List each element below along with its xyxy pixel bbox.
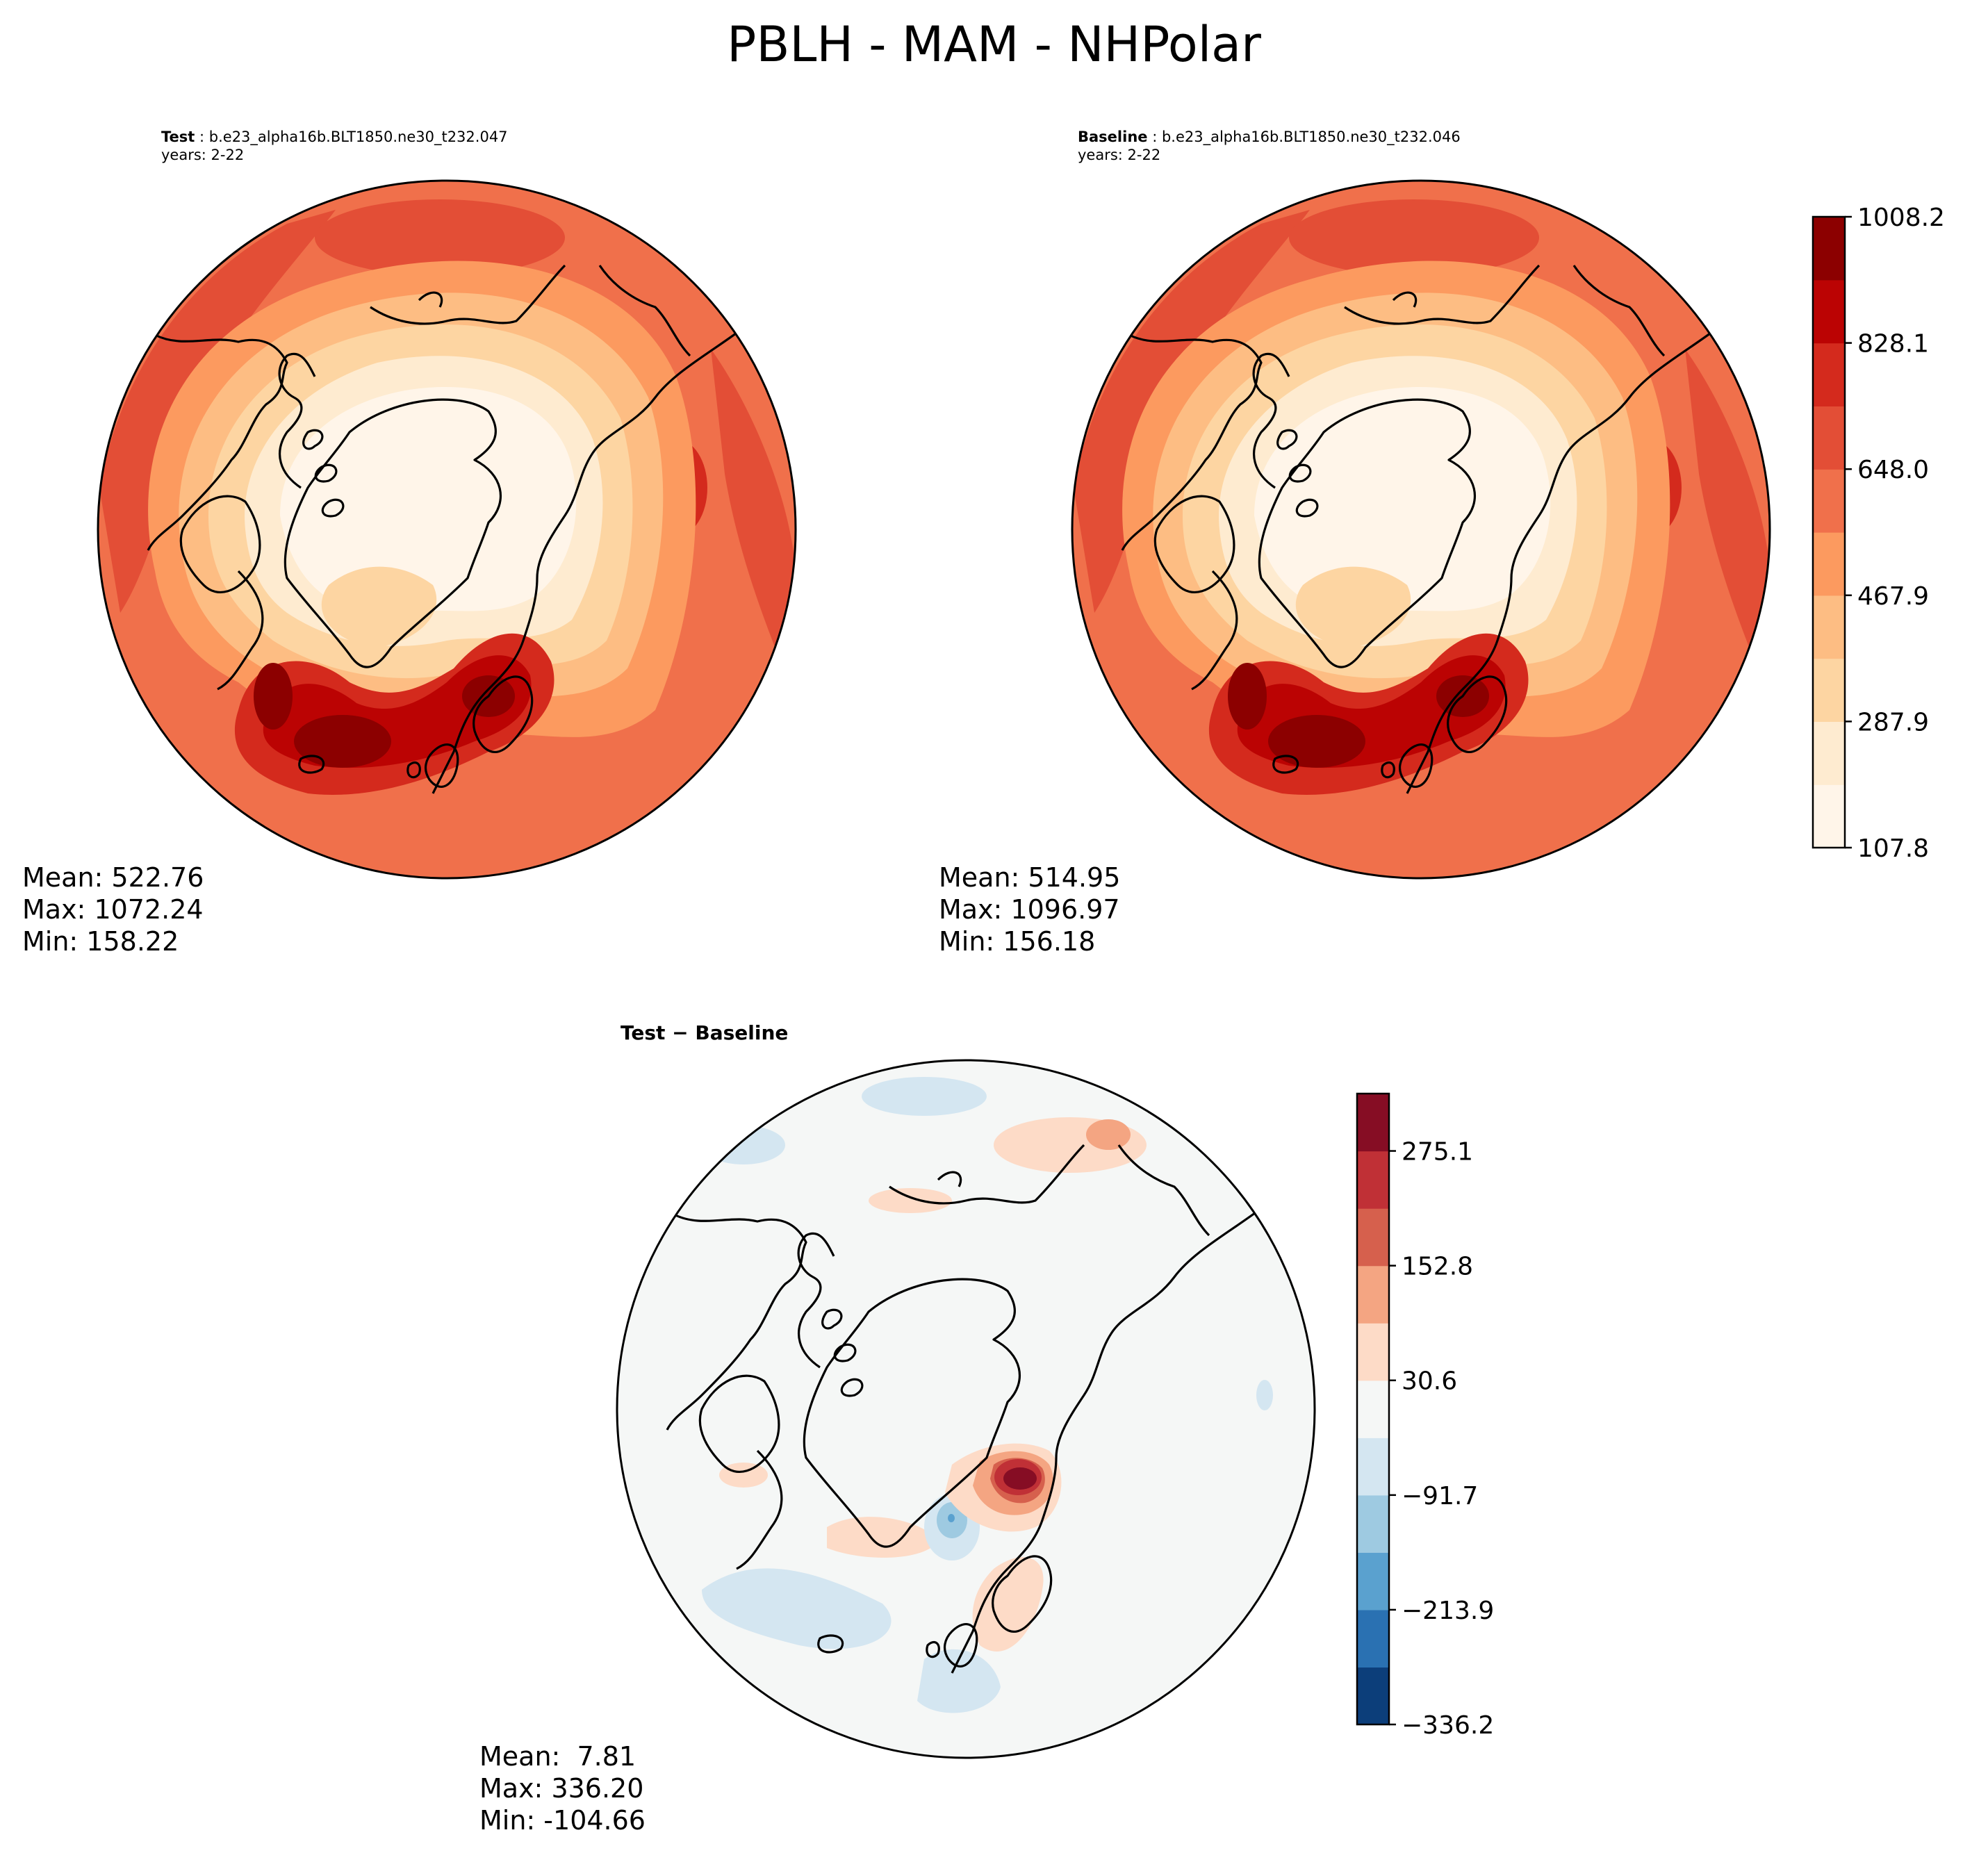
- baseline-map: [1071, 179, 1771, 880]
- main-colorbar-swatch: [1813, 784, 1845, 848]
- diff-colorbar-tick-label: 152.8: [1402, 1253, 1473, 1281]
- diff-colorbar-swatch: [1357, 1094, 1389, 1152]
- diff-min: Min: -104.66: [479, 1805, 646, 1836]
- test-label: Test: [161, 129, 195, 145]
- baseline-min: Min: 156.18: [939, 926, 1096, 957]
- main-colorbar-tick-label: 287.9: [1857, 708, 1929, 736]
- diff-colorbar-swatch: [1357, 1494, 1389, 1553]
- test-years: years: 2-22: [161, 147, 245, 163]
- diff-colorbar-tick-label: −336.2: [1402, 1711, 1494, 1740]
- diff-colorbar-swatch: [1357, 1323, 1389, 1381]
- main-colorbar-swatch: [1813, 658, 1845, 722]
- diff-colorbar-swatch: [1357, 1609, 1389, 1668]
- main-colorbar-tick-label: 648.0: [1857, 456, 1929, 484]
- main-colorbar-tick-label: 467.9: [1857, 582, 1929, 611]
- diff-colorbar-tick-label: −213.9: [1402, 1597, 1494, 1625]
- diff-title: Test − Baseline: [621, 1021, 789, 1044]
- test-max: Max: 1072.24: [22, 894, 204, 925]
- main-colorbar-swatch: [1813, 406, 1845, 470]
- figure-title: PBLH - MAM - NHPolar: [727, 16, 1261, 73]
- main-colorbar-swatch: [1813, 217, 1845, 281]
- test-min: Min: 158.22: [22, 926, 179, 957]
- main-colorbar-tick-label: 107.8: [1857, 834, 1929, 863]
- main-colorbar-swatch: [1813, 595, 1845, 659]
- main-colorbar-tick-label: 828.1: [1857, 330, 1929, 359]
- diff-colorbar-swatch: [1357, 1552, 1389, 1611]
- baseline-mean: Mean: 514.95: [939, 862, 1121, 893]
- diff-mean: Mean: 7.81: [479, 1741, 636, 1772]
- diff-colorbar-swatch: [1357, 1380, 1389, 1438]
- diff-colorbar: 275.1 152.8 30.6 −91.7 −213.9 −336.2: [1356, 1092, 1494, 1740]
- test-mean: Mean: 522.76: [22, 862, 204, 893]
- diff-colorbar-swatch: [1357, 1151, 1389, 1209]
- main-colorbar: 1008.2 828.1 648.0 467.9 287.9 107.8: [1812, 204, 1945, 863]
- test-stats: Mean: 522.76 Max: 1072.24 Min: 158.22: [22, 862, 204, 957]
- baseline-label: Baseline: [1078, 129, 1148, 145]
- diff-colorbar-tick-label: −91.7: [1402, 1482, 1478, 1510]
- main-colorbar-swatch: [1813, 279, 1845, 344]
- main-colorbar-swatch: [1813, 721, 1845, 785]
- main-colorbar-tick-label: 1008.2: [1857, 204, 1945, 232]
- main-colorbar-swatch: [1813, 532, 1845, 596]
- diff-colorbar-swatch: [1357, 1208, 1389, 1267]
- diff-colorbar-frame: [1356, 1092, 1390, 1726]
- diff-colorbar-swatch: [1357, 1438, 1389, 1496]
- diff-colorbar-swatch: [1357, 1265, 1389, 1324]
- test-map: [97, 179, 797, 880]
- diff-colorbar-tick-label: 275.1: [1402, 1138, 1473, 1167]
- diff-stats: Mean: 7.81 Max: 336.20 Min: -104.66: [479, 1740, 646, 1836]
- diff-colorbar-swatch: [1357, 1667, 1389, 1725]
- test-case-name: b.e23_alpha16b.BLT1850.ne30_t232.047: [208, 129, 508, 145]
- diff-colorbar-tick-label: 30.6: [1402, 1367, 1457, 1396]
- main-colorbar-swatch: [1813, 469, 1845, 533]
- baseline-years: years: 2-22: [1078, 147, 1161, 163]
- main-colorbar-swatch: [1813, 343, 1845, 406]
- baseline-header: Baseline : b.e23_alpha16b.BLT1850.ne30_t…: [1078, 129, 1461, 163]
- diff-map: [616, 1059, 1316, 1759]
- test-header: Test : b.e23_alpha16b.BLT1850.ne30_t232.…: [161, 129, 508, 163]
- baseline-max: Max: 1096.97: [939, 894, 1120, 925]
- diff-max: Max: 336.20: [479, 1773, 644, 1804]
- baseline-case-name: b.e23_alpha16b.BLT1850.ne30_t232.046: [1161, 129, 1461, 145]
- main-colorbar-frame: [1812, 215, 1846, 849]
- baseline-stats: Mean: 514.95 Max: 1096.97 Min: 156.18: [939, 862, 1120, 957]
